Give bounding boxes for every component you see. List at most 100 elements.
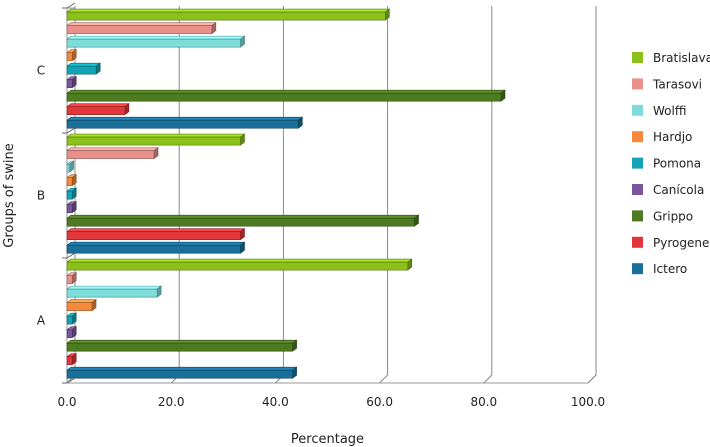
- bar: [66, 116, 304, 129]
- legend-label: Tarasovi: [652, 77, 702, 91]
- legend-label: Wolffi: [653, 104, 686, 118]
- legend-label: Grippo: [653, 209, 693, 223]
- legend-label: Pomona: [653, 157, 701, 171]
- x-tick-label: 80.0: [470, 395, 497, 409]
- bar: [66, 214, 420, 227]
- grid-line-foot: [483, 374, 493, 384]
- bar-top-face: [66, 214, 420, 219]
- bar-front-face: [66, 25, 213, 34]
- grid-line-foot: [587, 374, 597, 384]
- y-group-tick-slant: [66, 377, 76, 384]
- bar: [66, 201, 78, 214]
- bar-front-face: [66, 52, 73, 61]
- bar: [66, 285, 163, 298]
- bar-front-face: [66, 204, 73, 213]
- bar-front-face: [66, 11, 386, 21]
- y-group-tick-slant: [66, 252, 76, 259]
- y-group-tick-slant: [66, 2, 76, 9]
- bar: [66, 258, 413, 271]
- y-tick-label: C: [37, 64, 45, 78]
- x-tick-label: 40.0: [262, 395, 289, 409]
- bar-front-face: [66, 150, 155, 159]
- x-axis-title: Percentage: [291, 432, 364, 447]
- x-tick-label: 100.0: [571, 395, 605, 409]
- bar: [66, 147, 159, 160]
- bar: [66, 62, 102, 75]
- bar-top-face: [66, 103, 130, 108]
- bar-top-face: [66, 133, 246, 138]
- x-tick-label: 20.0: [158, 395, 185, 409]
- legend-label: Ictero: [653, 262, 687, 276]
- legend-item: Tarasovi: [632, 77, 702, 91]
- legend-swatch: [632, 184, 643, 195]
- bar-top-face: [66, 147, 159, 151]
- bar: [66, 228, 246, 241]
- y-axis-title: Groups of swine: [2, 143, 17, 247]
- bar: [66, 160, 75, 173]
- bar: [66, 133, 246, 146]
- bar-front-face: [66, 136, 241, 146]
- legend: Bratislava Tarasovi Wolffi Hardjo Pomona Caní…: [632, 51, 710, 276]
- bar-top-face: [66, 241, 246, 246]
- legend-item: Canícola: [632, 183, 704, 197]
- x-tick-label: 60.0: [366, 395, 393, 409]
- legend-item: Hardjo: [632, 130, 692, 144]
- bar-front-face: [66, 315, 73, 325]
- legend-item: Pyrogenes: [632, 236, 710, 250]
- legend-item: Grippo: [632, 209, 693, 223]
- legend-swatch: [632, 104, 643, 116]
- bar-front-face: [66, 261, 409, 271]
- bar-top-face: [66, 89, 506, 94]
- bar-top-face: [66, 8, 391, 13]
- legend-label: Bratislava: [653, 51, 710, 65]
- bar: [66, 312, 78, 325]
- bar-top-face: [66, 366, 298, 371]
- bar-top-face: [66, 258, 413, 263]
- bar-front-face: [66, 177, 73, 186]
- bar-top-face: [66, 116, 304, 121]
- bar: [66, 187, 78, 200]
- legend-swatch: [632, 52, 643, 63]
- legend-item: Ictero: [632, 262, 687, 276]
- chart-walls: [66, 7, 597, 384]
- legend-swatch: [632, 131, 643, 143]
- bar-top-face: [66, 299, 97, 303]
- bar-top-face: [66, 285, 163, 290]
- bar: [66, 89, 506, 102]
- legend-item: Bratislava: [632, 51, 710, 65]
- bar-front-face: [66, 106, 126, 116]
- legend-swatch: [632, 157, 643, 169]
- bars: [66, 8, 506, 379]
- bar: [66, 8, 391, 21]
- bar: [66, 174, 78, 187]
- legend-item: Pomona: [632, 157, 701, 171]
- bar-front-face: [66, 217, 415, 227]
- legend-item: Wolffi: [632, 104, 686, 118]
- bar-top-face: [66, 22, 217, 26]
- bar: [66, 49, 78, 62]
- legend-swatch: [632, 263, 643, 275]
- bar-front-face: [66, 356, 73, 366]
- axes: 0.0 20.0 40.0 60.0 80.0 100.0 A B C: [37, 2, 605, 409]
- y-tick-label: B: [37, 189, 45, 203]
- bar-front-face: [66, 302, 93, 311]
- bar-front-face: [66, 119, 299, 129]
- bar-front-face: [66, 244, 241, 254]
- bar: [66, 326, 78, 339]
- bar: [66, 35, 246, 48]
- y-group-tick-slant: [66, 127, 76, 134]
- y-tick-label: A: [37, 314, 46, 328]
- bar: [66, 272, 78, 285]
- grid-line-foot: [379, 374, 388, 384]
- bar-front-face: [66, 329, 73, 338]
- grid-lines: [66, 6, 597, 384]
- x-tick-label: 0.0: [57, 395, 76, 409]
- bar: [66, 299, 97, 312]
- legend-label: Pyrogenes: [653, 236, 710, 250]
- bar: [66, 76, 78, 89]
- bar: [66, 353, 78, 366]
- bar-front-face: [66, 163, 70, 173]
- bar: [66, 22, 217, 35]
